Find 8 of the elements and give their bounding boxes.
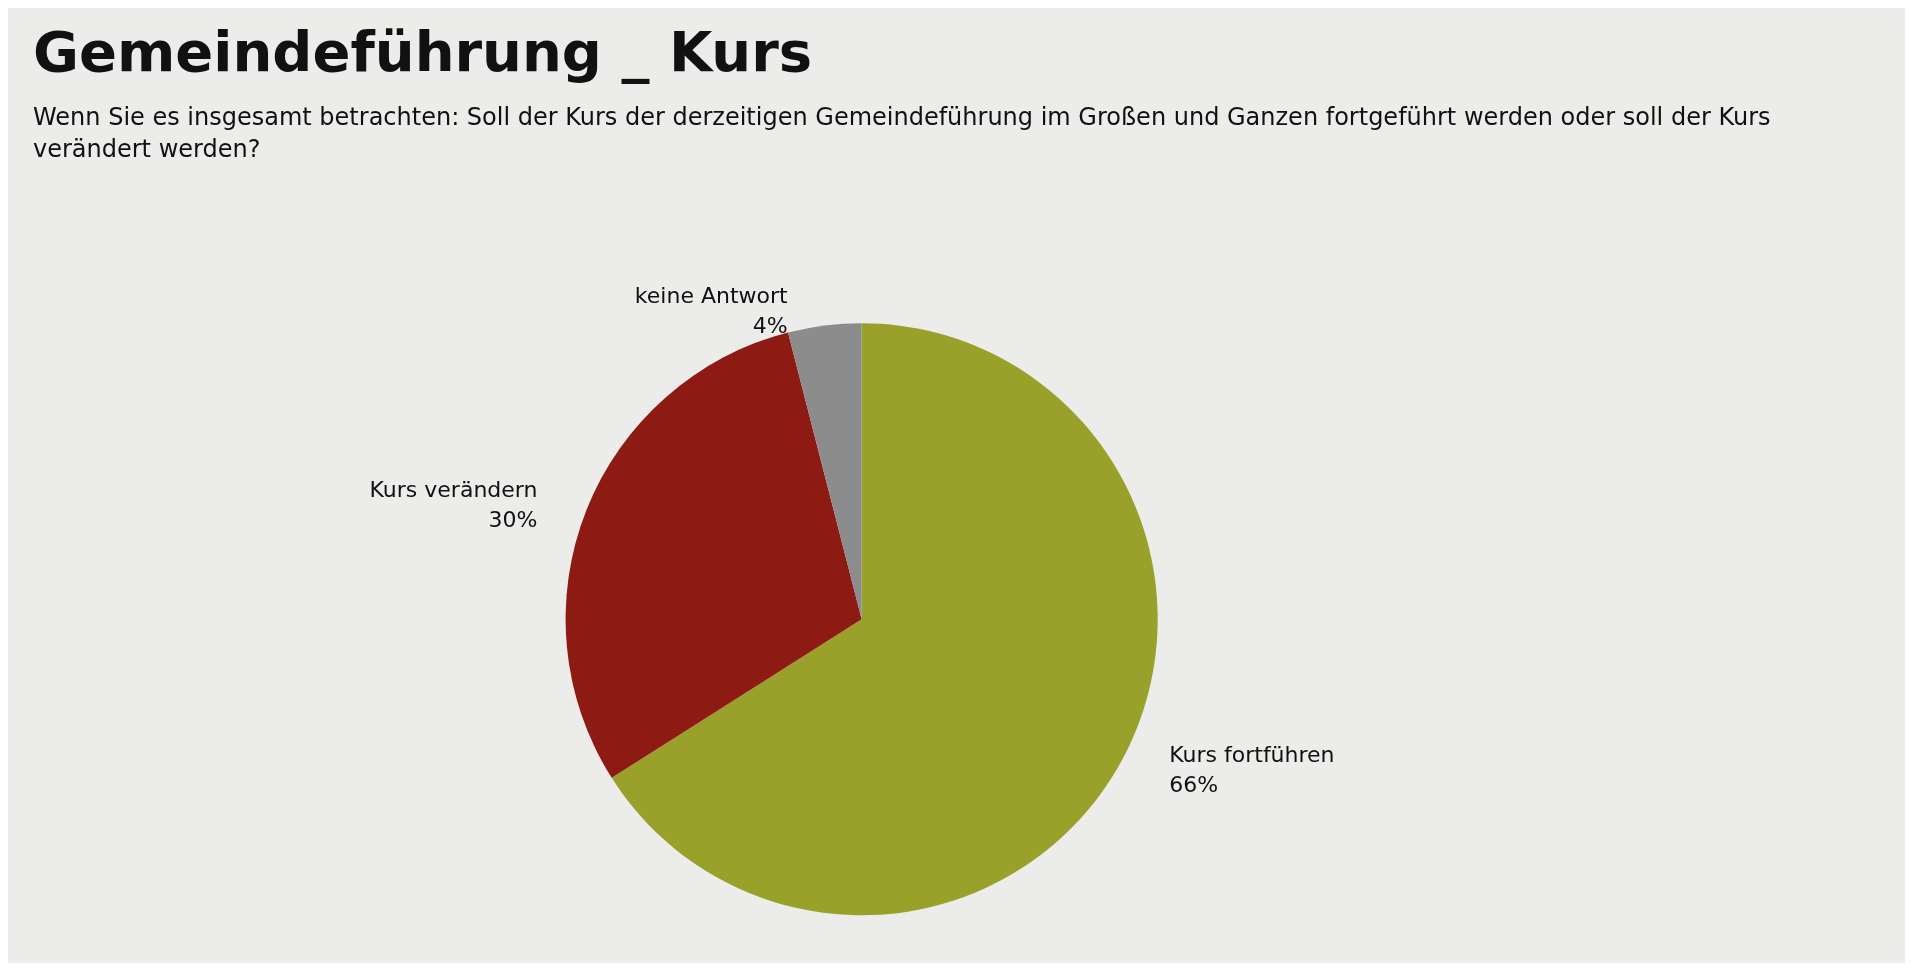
chart-title: Gemeindeführung _ Kurs bbox=[33, 18, 813, 84]
slice-label: keine Antwort bbox=[634, 283, 789, 309]
slice-label: Kurs verändern bbox=[369, 477, 538, 503]
data-label: 30% bbox=[488, 507, 538, 533]
chart-subtitle: Wenn Sie es insgesamt betrachten: Soll der Kurs der derzeitigen Gemeindeführung im Großen und Ganzen fortgeführt werden oder soll der Kurs verändert werden? bbox=[33, 103, 1779, 163]
slice-label: Kurs fortführen bbox=[1169, 741, 1335, 767]
data-label: 4% bbox=[752, 313, 788, 339]
data-label: 66% bbox=[1169, 771, 1219, 797]
